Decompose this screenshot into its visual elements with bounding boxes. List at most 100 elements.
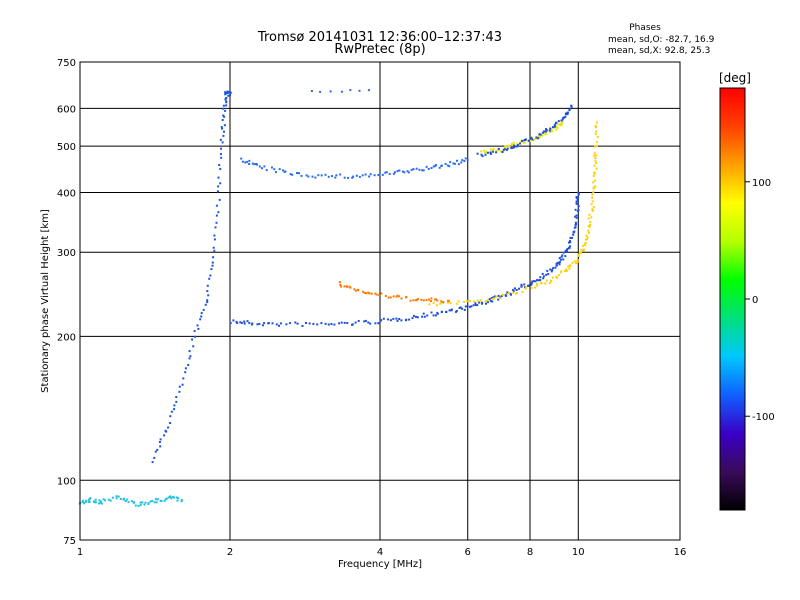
- data-point: [378, 174, 381, 176]
- data-point: [555, 125, 558, 128]
- data-point: [524, 286, 526, 289]
- data-point: [497, 298, 500, 301]
- data-point: [354, 289, 357, 292]
- data-point: [349, 89, 352, 92]
- data-point: [528, 139, 530, 142]
- data-point: [440, 300, 443, 303]
- data-point: [561, 254, 564, 257]
- data-point: [515, 289, 518, 291]
- data-point: [536, 279, 539, 282]
- data-point: [569, 241, 572, 244]
- data-point: [144, 501, 147, 504]
- data-point: [508, 291, 511, 294]
- data-point: [515, 145, 518, 148]
- data-point: [591, 200, 594, 203]
- data-point: [236, 322, 239, 324]
- data-point: [416, 298, 419, 300]
- data-point: [208, 277, 211, 280]
- data-point: [187, 363, 190, 366]
- data-point: [569, 236, 572, 239]
- data-point: [206, 299, 209, 302]
- data-point: [464, 157, 467, 160]
- data-point: [453, 162, 456, 165]
- data-point: [412, 314, 415, 317]
- data-point: [389, 319, 392, 322]
- data-point: [545, 273, 548, 276]
- data-point: [173, 408, 176, 411]
- data-point: [225, 101, 228, 104]
- data-point: [222, 104, 225, 107]
- data-point: [560, 255, 563, 258]
- data-point: [432, 301, 435, 304]
- data-point: [167, 496, 170, 499]
- data-point: [582, 248, 585, 251]
- data-point: [301, 325, 304, 327]
- data-point: [440, 164, 443, 167]
- data-point: [555, 264, 558, 267]
- data-point: [317, 174, 320, 177]
- data-point: [316, 323, 319, 326]
- data-point: [347, 176, 350, 179]
- data-point: [549, 127, 552, 130]
- data-point: [217, 211, 220, 214]
- data-point: [227, 94, 230, 97]
- data-point: [567, 265, 570, 268]
- data-point: [555, 121, 558, 124]
- data-point: [501, 151, 504, 153]
- data-point: [98, 502, 100, 505]
- data-point: [229, 93, 231, 96]
- data-point: [503, 148, 506, 151]
- data-point: [559, 124, 562, 127]
- data-point: [593, 171, 596, 174]
- data-point: [549, 131, 552, 133]
- data-point: [430, 167, 433, 169]
- data-point: [569, 107, 572, 110]
- data-point: [267, 322, 270, 325]
- data-point: [440, 310, 443, 313]
- colorbar-tick-label: 100: [752, 178, 771, 189]
- data-point: [445, 310, 448, 313]
- data-point: [219, 167, 222, 170]
- data-point: [405, 295, 408, 298]
- data-point: [387, 296, 390, 299]
- data-point: [296, 172, 298, 174]
- data-point: [537, 134, 540, 137]
- data-point: [349, 286, 352, 289]
- data-point: [552, 267, 555, 270]
- data-point: [423, 315, 426, 318]
- data-point: [363, 320, 366, 323]
- data-point: [343, 176, 346, 179]
- data-point: [102, 498, 105, 501]
- data-point: [564, 115, 567, 118]
- data-point: [213, 234, 216, 237]
- data-point: [539, 276, 542, 279]
- data-point: [180, 500, 183, 503]
- data-point: [576, 203, 579, 206]
- data-point: [305, 322, 307, 324]
- data-point: [550, 279, 553, 282]
- data-point: [593, 164, 596, 167]
- data-point: [501, 293, 504, 296]
- data-point: [479, 299, 482, 302]
- data-point: [506, 148, 508, 151]
- data-point: [168, 496, 171, 499]
- data-point: [263, 165, 266, 168]
- data-point: [314, 176, 317, 179]
- chart-subtitle: RwPretec (8p): [334, 42, 425, 57]
- data-point: [400, 297, 403, 300]
- data-point: [592, 186, 595, 189]
- data-point: [560, 119, 563, 122]
- data-point: [221, 127, 224, 130]
- colorbar-label: [deg]: [719, 71, 751, 85]
- data-point: [466, 305, 469, 307]
- data-point: [395, 295, 398, 298]
- data-point: [220, 156, 223, 159]
- data-point: [422, 169, 425, 172]
- data-point: [575, 216, 578, 219]
- data-point: [122, 497, 125, 500]
- data-point: [368, 292, 371, 295]
- y-tick-label: 200: [57, 332, 76, 343]
- data-point: [285, 323, 288, 326]
- data-point: [319, 90, 322, 93]
- data-point: [206, 290, 209, 293]
